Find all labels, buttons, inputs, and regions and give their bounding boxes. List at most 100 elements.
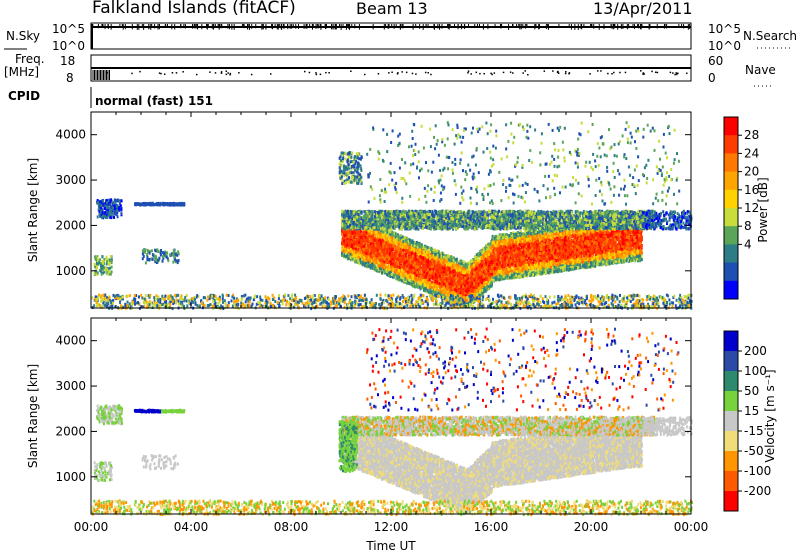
power-cell bbox=[535, 273, 538, 277]
nave-dot bbox=[405, 71, 408, 74]
nave-dot bbox=[475, 71, 478, 74]
nave-dot bbox=[509, 71, 512, 73]
power-cell bbox=[525, 250, 528, 254]
nave-dot bbox=[220, 72, 223, 74]
nave-dot bbox=[175, 72, 178, 74]
nsky-tick-low: 10^0 bbox=[52, 39, 85, 53]
nave-dot bbox=[676, 73, 678, 76]
nave-dot bbox=[597, 70, 599, 72]
nave-dot bbox=[557, 70, 559, 73]
nave-dot bbox=[467, 71, 469, 74]
nave-dot bbox=[522, 72, 524, 74]
freq-trace bbox=[91, 67, 691, 80]
nave-dot bbox=[656, 71, 659, 74]
nave-dot bbox=[502, 71, 505, 74]
top-panels: 10^5 10^0 10^5 10^0 18 8 60 0 bbox=[4, 22, 792, 108]
nave-dot bbox=[607, 72, 609, 75]
nave-dot bbox=[512, 72, 514, 74]
nave-dot bbox=[319, 73, 322, 76]
nave-dot bbox=[308, 71, 311, 74]
nsky-trace bbox=[91, 24, 691, 49]
nsearch-tick-low: 10^0 bbox=[708, 39, 741, 53]
power-cell bbox=[391, 265, 394, 269]
nave-dot bbox=[269, 73, 272, 75]
freq-tick-high: 18 bbox=[60, 54, 75, 68]
station-title: Falkland Islands (fitACF) bbox=[92, 0, 296, 17]
power-cell bbox=[419, 287, 422, 291]
nave-dot bbox=[568, 72, 570, 75]
nave-dot bbox=[427, 72, 430, 74]
freq-label: Freq. bbox=[15, 53, 45, 65]
power-cell bbox=[528, 247, 531, 251]
nave-dot bbox=[589, 73, 591, 75]
nave-dot bbox=[131, 72, 133, 75]
freq-tick-low: 8 bbox=[66, 71, 74, 85]
nave-dot bbox=[479, 72, 481, 75]
power-cell bbox=[574, 232, 577, 235]
power-cell bbox=[433, 265, 436, 269]
nave-dot bbox=[139, 70, 141, 73]
nave-dot bbox=[328, 72, 330, 74]
power-cell bbox=[627, 233, 630, 237]
nave-dot bbox=[315, 72, 317, 74]
date-title: 13/Apr/2011 bbox=[593, 1, 693, 17]
nave-dot bbox=[677, 72, 679, 75]
nave-dot bbox=[524, 70, 526, 72]
nave-dot bbox=[467, 70, 470, 72]
nave-dot bbox=[675, 72, 677, 74]
nave-dot bbox=[391, 71, 393, 74]
nave-dot bbox=[430, 73, 432, 76]
nave-dot bbox=[565, 71, 567, 73]
nave-dot bbox=[220, 71, 223, 73]
nave-dot bbox=[624, 71, 627, 74]
power-cell bbox=[526, 258, 529, 262]
nave-dot bbox=[651, 70, 653, 73]
nave-tick-low: 0 bbox=[708, 71, 716, 85]
nave-dot bbox=[642, 72, 645, 74]
cpid-value: normal (fast) 151 bbox=[95, 95, 213, 107]
nave-dot bbox=[411, 72, 414, 75]
power-cell bbox=[586, 263, 589, 267]
nave-dot bbox=[225, 70, 228, 72]
freq-unit: [MHz] bbox=[4, 66, 39, 78]
nave-dot bbox=[556, 71, 559, 74]
nave-tick-high: 60 bbox=[708, 54, 723, 68]
nave-dot bbox=[396, 73, 399, 75]
power-cell bbox=[561, 234, 563, 238]
nave-dot bbox=[195, 73, 198, 76]
power-cell bbox=[588, 246, 591, 250]
power-cell bbox=[525, 229, 528, 233]
nave-dot bbox=[470, 73, 472, 75]
nave-dot bbox=[640, 70, 642, 72]
nave-dot bbox=[611, 72, 613, 75]
nave-dot bbox=[564, 72, 567, 75]
nave-dot bbox=[491, 73, 493, 76]
nave-dot bbox=[229, 72, 232, 75]
nave-dot bbox=[325, 71, 327, 74]
nsearch-label: N.Search bbox=[743, 30, 797, 42]
power-cell bbox=[494, 274, 497, 278]
power-cell bbox=[525, 239, 527, 243]
nave-dot bbox=[303, 70, 306, 73]
nave-dot bbox=[613, 71, 615, 74]
nave-dot bbox=[672, 72, 674, 74]
nsky-label: N.Sky bbox=[6, 30, 40, 42]
power-cell bbox=[503, 233, 506, 237]
beam-title: Beam 13 bbox=[356, 1, 428, 17]
nave-dot bbox=[238, 72, 240, 74]
nave-dot bbox=[214, 72, 217, 74]
cpid-label: CPID bbox=[8, 90, 40, 102]
nave-dot bbox=[158, 72, 161, 74]
nave-dot bbox=[674, 73, 676, 76]
nave-dot bbox=[493, 72, 496, 74]
nave-dot bbox=[171, 72, 174, 74]
nave-dot bbox=[643, 73, 645, 75]
nave-dot bbox=[388, 72, 390, 74]
nave-dot bbox=[250, 73, 253, 76]
nave-dot bbox=[483, 72, 485, 75]
nave-dot bbox=[227, 72, 229, 74]
nave-dot bbox=[350, 70, 352, 73]
nave-dot bbox=[209, 71, 211, 73]
